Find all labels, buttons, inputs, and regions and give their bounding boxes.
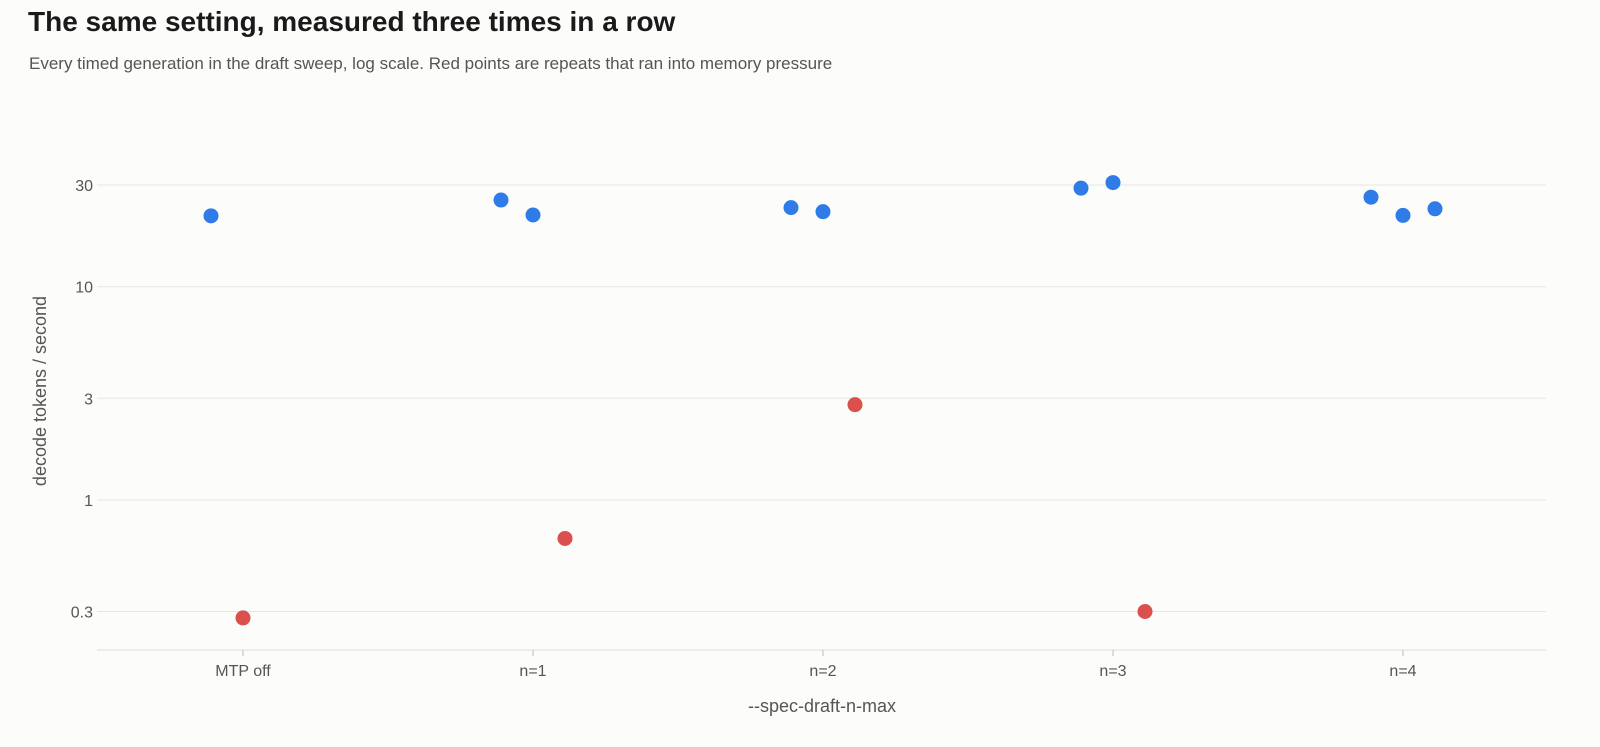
data-point <box>203 208 219 224</box>
x-tick-label: n=3 <box>1099 663 1126 680</box>
gridlines <box>97 184 1546 613</box>
chart-title: The same setting, measured three times i… <box>28 6 676 37</box>
x-tick-label: n=4 <box>1389 663 1416 680</box>
y-tick-label: 1 <box>84 493 93 510</box>
data-point <box>1363 189 1379 205</box>
y-axis-ticks: 0.3 1 3 10 30 <box>71 178 93 622</box>
data-point <box>783 200 799 216</box>
y-tick-label: 10 <box>75 280 93 297</box>
data-point <box>815 204 831 220</box>
data-point-memory-pressure <box>235 610 251 626</box>
data-point <box>1427 201 1443 217</box>
y-tick-label: 3 <box>84 391 93 408</box>
x-axis-title: --spec-draft-n-max <box>748 696 896 716</box>
data-point-memory-pressure <box>557 530 573 546</box>
data-point <box>1073 180 1089 196</box>
data-point <box>525 207 541 223</box>
data-point <box>1105 175 1121 191</box>
chart-subtitle: Every timed generation in the draft swee… <box>29 54 833 73</box>
x-tick-label: n=2 <box>809 663 836 680</box>
data-points <box>203 175 1443 626</box>
x-tick-label: n=1 <box>519 663 546 680</box>
data-point-memory-pressure <box>1137 604 1153 620</box>
y-axis-title: decode tokens / second <box>30 296 50 486</box>
data-point <box>1395 207 1411 223</box>
y-tick-label: 30 <box>75 178 93 195</box>
data-point-memory-pressure <box>847 397 863 413</box>
y-tick-label: 0.3 <box>71 605 93 622</box>
x-axis-ticks: MTP off n=1 n=2 n=3 n=4 <box>97 649 1546 680</box>
data-point <box>493 192 509 208</box>
x-tick-label: MTP off <box>215 663 271 680</box>
